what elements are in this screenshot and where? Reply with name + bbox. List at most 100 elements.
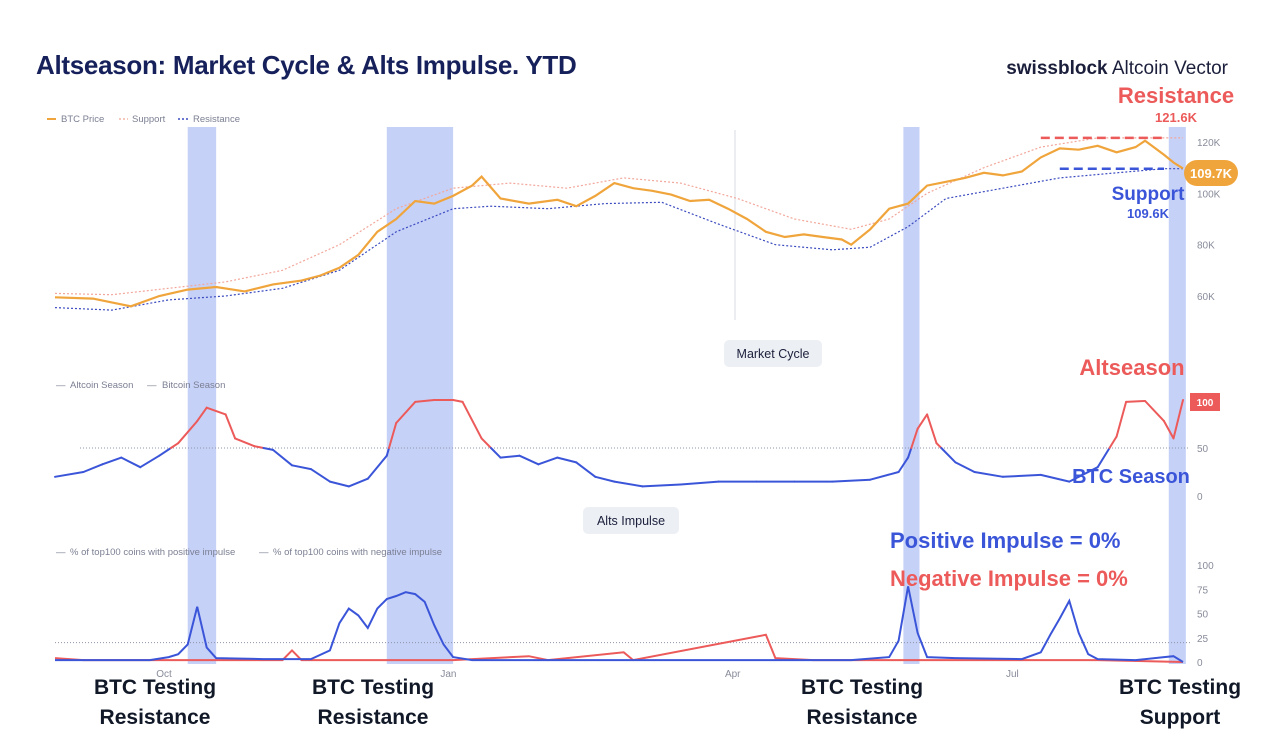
bitcoin-season-segment bbox=[907, 447, 913, 459]
altcoin-season-segment bbox=[196, 406, 208, 423]
altcoin-season-segment bbox=[414, 399, 436, 403]
btc-season-annotation: BTC Season bbox=[1072, 466, 1190, 488]
bitcoin-season-segment bbox=[613, 480, 644, 488]
altcoin-season-segment bbox=[926, 413, 938, 445]
altcoin-season-segment bbox=[177, 420, 199, 445]
bitcoin-season-segment bbox=[347, 477, 369, 488]
highlight-label-3-line2: Resistance bbox=[806, 706, 918, 729]
bitcoin-season-segment bbox=[272, 448, 293, 467]
season-tick-label: 0 bbox=[1197, 492, 1203, 503]
altcoin-season-segment bbox=[916, 413, 929, 430]
positive-impulse-annotation: Positive Impulse = 0% bbox=[890, 528, 1120, 553]
impulse-tick-label: 50 bbox=[1197, 610, 1209, 621]
resistance-annotation: Resistance bbox=[1118, 83, 1234, 108]
alts-impulse-label: Alts Impulse bbox=[597, 514, 665, 528]
x-tick-label: Jan bbox=[440, 669, 456, 680]
impulse-tick-label: 75 bbox=[1197, 585, 1209, 596]
brand-name-bold: swissblock bbox=[1006, 58, 1108, 79]
bitcoin-season-segment bbox=[537, 456, 559, 466]
altcoin-season-segment bbox=[1144, 400, 1165, 423]
altcoin-season-segment bbox=[1163, 420, 1175, 440]
altcoin-season-segment bbox=[1172, 399, 1184, 440]
negative-impulse-annotation: Negative Impulse = 0% bbox=[890, 566, 1128, 591]
altseason-annotation: Altseason bbox=[1079, 355, 1184, 380]
altcoin-season-segment bbox=[224, 413, 237, 440]
altcoin-season-segment bbox=[1108, 435, 1118, 449]
bitcoin-season-segment bbox=[101, 456, 123, 466]
highlight-label-4: BTC Testing Support bbox=[1112, 673, 1248, 733]
bitcoin-season-segment bbox=[366, 454, 388, 480]
chart-title: Altseason: Market Cycle & Alts Impulse. … bbox=[36, 50, 577, 80]
season-last-value: 100 bbox=[1197, 398, 1214, 409]
highlight-label-3-line1: BTC Testing bbox=[800, 676, 924, 699]
highlight-label-2: BTC Testing Resistance bbox=[308, 673, 438, 733]
bitcoin-season-segment bbox=[385, 447, 390, 457]
x-tick-label: Oct bbox=[156, 669, 172, 680]
bitcoin-season-segment bbox=[1039, 473, 1071, 483]
altcoin-season-segment bbox=[395, 400, 417, 424]
altcoin-season-segment bbox=[1125, 400, 1147, 403]
altcoin-season-segment bbox=[234, 437, 256, 448]
legend-altcoin-season-dash: — bbox=[56, 380, 66, 391]
last-price-badge bbox=[1184, 160, 1238, 186]
x-tick-label: Jul bbox=[1006, 669, 1019, 680]
bitcoin-season-segment bbox=[120, 456, 142, 469]
bitcoin-season-segment bbox=[594, 475, 616, 483]
altcoin-season-segment bbox=[253, 445, 265, 449]
impulse-tick-label: 100 bbox=[1197, 561, 1214, 572]
bitcoin-season-segment bbox=[328, 480, 350, 488]
positive-impulse-line bbox=[55, 586, 1184, 663]
bitcoin-season-segment bbox=[499, 454, 521, 459]
legend-resistance: Resistance bbox=[193, 114, 240, 125]
bitcoin-season-segment bbox=[575, 461, 597, 478]
bitcoin-season-segment bbox=[82, 463, 104, 473]
bitcoin-season-segment bbox=[1068, 466, 1099, 483]
bitcoin-season-segment bbox=[262, 447, 274, 451]
support-value: 109.6K bbox=[1127, 206, 1170, 221]
altcoin-season-segment bbox=[461, 400, 483, 440]
highlight-label-2-line2: Resistance bbox=[317, 706, 429, 729]
bitcoin-season-segment bbox=[158, 447, 172, 457]
brand-logo: swissblock Altcoin Vector bbox=[1006, 58, 1228, 80]
bitcoin-season-segment bbox=[831, 478, 872, 483]
highlight-label-2-line1: BTC Testing bbox=[311, 676, 435, 699]
alts-impulse-pill bbox=[583, 507, 679, 534]
bitcoin-season-segment bbox=[869, 471, 900, 481]
highlight-label-1: BTC Testing Resistance bbox=[90, 673, 220, 733]
bitcoin-season-segment bbox=[54, 471, 85, 478]
highlight-band-3 bbox=[903, 127, 920, 664]
bitcoin-season-segment bbox=[641, 483, 682, 488]
altcoin-season-segment bbox=[1115, 400, 1128, 438]
highlight-label-4-line2: Support bbox=[1139, 706, 1221, 729]
highlight-label-3: BTC Testing Resistance bbox=[797, 673, 927, 733]
bitcoin-season-segment bbox=[139, 454, 161, 469]
bitcoin-season-segment bbox=[897, 456, 910, 473]
legend-negative-dash: — bbox=[259, 547, 269, 558]
highlight-band-1 bbox=[187, 127, 217, 664]
legend-positive-dash: — bbox=[56, 547, 66, 558]
highlight-label-4-line1: BTC Testing bbox=[1118, 676, 1242, 699]
legend-positive-impulse: % of top100 coins with positive impulse bbox=[70, 547, 235, 558]
bitcoin-season-segment bbox=[518, 454, 540, 466]
bitcoin-season-segment bbox=[679, 480, 720, 486]
bitcoin-season-segment bbox=[490, 447, 502, 459]
last-price-value: 109.7K bbox=[1190, 166, 1233, 181]
highlight-label-1-line2: Resistance bbox=[99, 706, 211, 729]
altcoin-season-segment bbox=[205, 406, 227, 416]
legend-altcoin-season: Altcoin Season bbox=[70, 380, 133, 391]
altcoin-season-segment bbox=[935, 442, 943, 449]
market-cycle-pill bbox=[724, 340, 822, 367]
bitcoin-season-segment bbox=[309, 468, 331, 483]
resistance-line bbox=[54, 137, 1183, 296]
resistance-value: 121.6K bbox=[1155, 110, 1198, 125]
bitcoin-season-segment bbox=[973, 471, 1004, 478]
market-cycle-label: Market Cycle bbox=[737, 347, 810, 361]
altcoin-season-segment bbox=[388, 422, 398, 449]
highlight-band-4 bbox=[1168, 127, 1186, 664]
altcoin-season-segment bbox=[452, 399, 464, 403]
bitcoin-season-segment bbox=[556, 456, 578, 464]
altcoin-season-segment bbox=[480, 437, 492, 449]
btc-price-line bbox=[54, 139, 1184, 308]
legend-bitcoin-season-dash: — bbox=[147, 380, 157, 391]
